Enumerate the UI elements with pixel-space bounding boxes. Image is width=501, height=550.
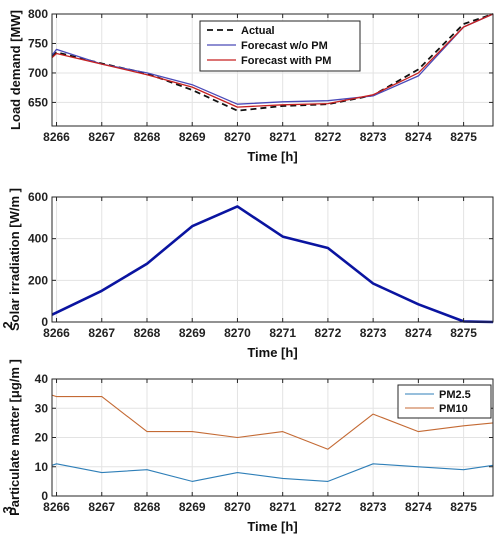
series-line-pm10 [51, 394, 494, 450]
y-tick-label: 10 [35, 460, 49, 474]
x-tick-label: 8274 [405, 500, 432, 514]
legend-box-3 [397, 384, 492, 419]
x-tick-label: 8267 [88, 326, 115, 340]
x-axis-label-1: Time [h] [247, 149, 297, 164]
y-tick-label: 400 [28, 232, 48, 246]
y-tick-label: 700 [28, 66, 48, 80]
x-tick-label: 8272 [315, 500, 342, 514]
x-tick-label: 8272 [315, 326, 342, 340]
legend-label: Forecast w/o PM [241, 40, 328, 52]
axes-box-1 [51, 13, 494, 127]
y-axis-label-2: Solar irradiation [W/m ] [7, 188, 22, 331]
x-tick-label: 8269 [179, 326, 206, 340]
x-tick-label: 8271 [269, 500, 296, 514]
y-axis-label-3: Particulate matter [μg/m ] [7, 359, 22, 516]
legend-label: Actual [241, 25, 275, 37]
legend-label: Forecast with PM [241, 55, 331, 67]
x-tick-label: 8266 [43, 130, 70, 144]
x-tick-label: 8270 [224, 500, 251, 514]
x-tick-label: 8269 [179, 130, 206, 144]
series-line-forecast-w-o-pm [51, 13, 494, 105]
x-tick-label: 8273 [360, 130, 387, 144]
y-tick-label: 30 [35, 401, 49, 415]
series-line-pm2-5 [51, 463, 494, 482]
x-tick-label: 8274 [405, 130, 432, 144]
x-tick-label: 8270 [224, 130, 251, 144]
x-tick-label: 8274 [405, 326, 432, 340]
y-tick-label: 40 [35, 372, 49, 386]
x-tick-label: 8267 [88, 130, 115, 144]
y-axis-label-1: Load demand [MW] [8, 10, 23, 130]
y-tick-label: 0 [41, 315, 48, 329]
x-tick-label: 8271 [269, 130, 296, 144]
legend-label: PM10 [439, 403, 468, 415]
x-tick-label: 8269 [179, 500, 206, 514]
x-tick-label: 8268 [134, 500, 161, 514]
x-tick-label: 8266 [43, 326, 70, 340]
y-tick-label: 20 [35, 431, 49, 445]
x-tick-label: 8275 [450, 130, 477, 144]
y-tick-label: 200 [28, 273, 48, 287]
x-tick-label: 8272 [315, 130, 342, 144]
x-tick-label: 8267 [88, 500, 115, 514]
y-axis-label-superscript-2: 2 [0, 321, 15, 328]
axes-box-2 [51, 196, 494, 323]
series-line-forecast-with-pm [51, 13, 494, 108]
x-tick-label: 8268 [134, 130, 161, 144]
y-axis-label-superscript-3: 3 [0, 506, 15, 513]
y-tick-label: 800 [28, 7, 48, 21]
series-line-series-1 [51, 205, 494, 324]
y-tick-label: 600 [28, 190, 48, 204]
x-tick-label: 8271 [269, 326, 296, 340]
y-tick-label: 750 [28, 36, 48, 50]
x-tick-label: 8273 [360, 326, 387, 340]
y-tick-label: 650 [28, 95, 48, 109]
x-tick-label: 8268 [134, 326, 161, 340]
x-tick-label: 8275 [450, 500, 477, 514]
x-tick-label: 8266 [43, 500, 70, 514]
plot-area-2 [52, 197, 493, 322]
legend-box-1 [199, 20, 361, 72]
x-tick-label: 8273 [360, 500, 387, 514]
x-axis-label-3: Time [h] [247, 519, 297, 534]
y-tick-label: 0 [41, 489, 48, 503]
x-tick-label: 8275 [450, 326, 477, 340]
x-axis-label-2: Time [h] [247, 345, 297, 360]
x-tick-label: 8270 [224, 326, 251, 340]
legend-label: PM2.5 [439, 389, 471, 401]
